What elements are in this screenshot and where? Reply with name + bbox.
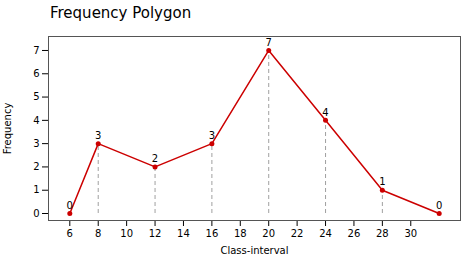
svg-text:6: 6: [67, 228, 73, 239]
svg-text:2: 2: [33, 161, 39, 172]
svg-text:0: 0: [33, 208, 39, 219]
svg-text:2: 2: [152, 153, 158, 164]
svg-text:Frequency: Frequency: [2, 103, 13, 155]
svg-text:3: 3: [209, 130, 215, 141]
svg-text:1: 1: [33, 184, 39, 195]
svg-text:7: 7: [33, 45, 39, 56]
svg-text:4: 4: [33, 115, 39, 126]
svg-text:7: 7: [266, 37, 272, 48]
svg-text:4: 4: [322, 107, 328, 118]
svg-text:28: 28: [376, 228, 389, 239]
svg-text:0: 0: [67, 200, 73, 211]
svg-text:18: 18: [234, 228, 247, 239]
svg-text:30: 30: [404, 228, 417, 239]
html-text:Frequency Polygon: Frequency Polygon: [50, 4, 192, 22]
svg-text:14: 14: [177, 228, 190, 239]
svg-text:6: 6: [33, 68, 39, 79]
svg-text:8: 8: [95, 228, 101, 239]
svg-text:10: 10: [120, 228, 133, 239]
svg-text:1: 1: [379, 176, 385, 187]
svg-text:5: 5: [33, 91, 39, 102]
svg-text:22: 22: [291, 228, 304, 239]
svg-text:26: 26: [348, 228, 361, 239]
svg-text:3: 3: [95, 130, 101, 141]
svg-text:16: 16: [206, 228, 219, 239]
svg-text:24: 24: [319, 228, 332, 239]
svg-text:0: 0: [436, 200, 442, 211]
svg-text:3: 3: [33, 138, 39, 149]
svg-text:Class-interval: Class-interval: [220, 245, 288, 256]
svg-text:12: 12: [149, 228, 162, 239]
svg-text:20: 20: [262, 228, 275, 239]
